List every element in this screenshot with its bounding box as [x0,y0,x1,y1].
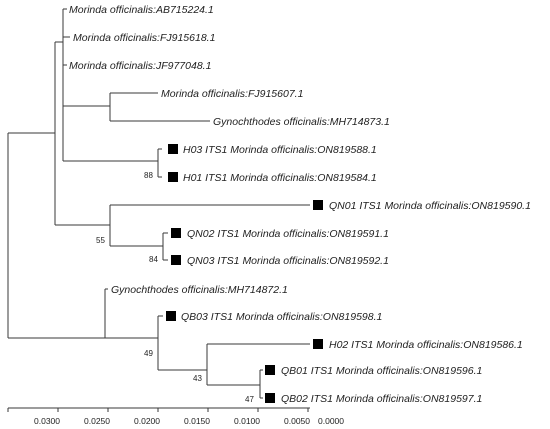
taxon-label: H02 ITS1 Morinda officinalis:ON819586.1 [329,339,523,351]
sample-marker-square [168,172,178,182]
scale-tick-label: 0.0250 [84,416,110,426]
sample-marker-square [313,339,323,349]
sample-marker-square [168,144,178,154]
scale-tick-label: 0.0050 [284,416,310,426]
bootstrap-value: 49 [144,349,153,358]
scale-tick-label: 0.0150 [184,416,210,426]
sample-marker-square [265,393,275,403]
taxon-label: H01 ITS1 Morinda officinalis:ON819584.1 [183,172,377,184]
sample-marker-square [171,228,181,238]
bootstrap-value: 84 [149,255,158,264]
taxon-labels: Morinda officinalis:AB715224.1 Morinda o… [69,4,531,405]
bootstrap-value: 55 [96,236,105,245]
taxon-label: QN03 ITS1 Morinda officinalis:ON819592.1 [187,255,389,267]
sample-marker-square [171,255,181,265]
taxon-label: QN02 ITS1 Morinda officinalis:ON819591.1 [187,228,389,240]
sample-markers [166,144,323,403]
sample-marker-square [313,200,323,210]
taxon-label: H03 ITS1 Morinda officinalis:ON819588.1 [183,144,377,156]
taxon-label: Gynochthodes officinalis:MH714872.1 [111,284,288,296]
bootstrap-values: 88 55 84 49 43 47 [96,171,254,404]
bootstrap-value: 88 [144,171,153,180]
scale-tick-label: 0.0300 [34,416,60,426]
taxon-label: QB03 ITS1 Morinda officinalis:ON819598.1 [181,311,382,323]
scale-tick-label: 0.0200 [134,416,160,426]
scale-tick-label: 0.0000 [318,416,344,426]
bootstrap-value: 47 [245,395,254,404]
tree-branches [7,8,310,412]
sample-marker-square [166,311,176,321]
taxon-label: Morinda officinalis:JF977048.1 [69,60,211,72]
taxon-label: QN01 ITS1 Morinda officinalis:ON819590.1 [329,200,531,212]
taxon-label: QB02 ITS1 Morinda officinalis:ON819597.1 [281,393,482,405]
taxon-label: Gynochthodes officinalis:MH714873.1 [213,116,390,128]
sample-marker-square [265,365,275,375]
scale-axis-labels: 0.0300 0.0250 0.0200 0.0150 0.0100 0.005… [34,416,344,426]
taxon-label: QB01 ITS1 Morinda officinalis:ON819596.1 [281,365,482,377]
taxon-label: Morinda officinalis:AB715224.1 [69,4,214,16]
bootstrap-value: 43 [193,374,202,383]
taxon-label: Morinda officinalis:FJ915618.1 [73,32,215,44]
scale-tick-label: 0.0100 [234,416,260,426]
taxon-label: Morinda officinalis:FJ915607.1 [161,88,303,100]
